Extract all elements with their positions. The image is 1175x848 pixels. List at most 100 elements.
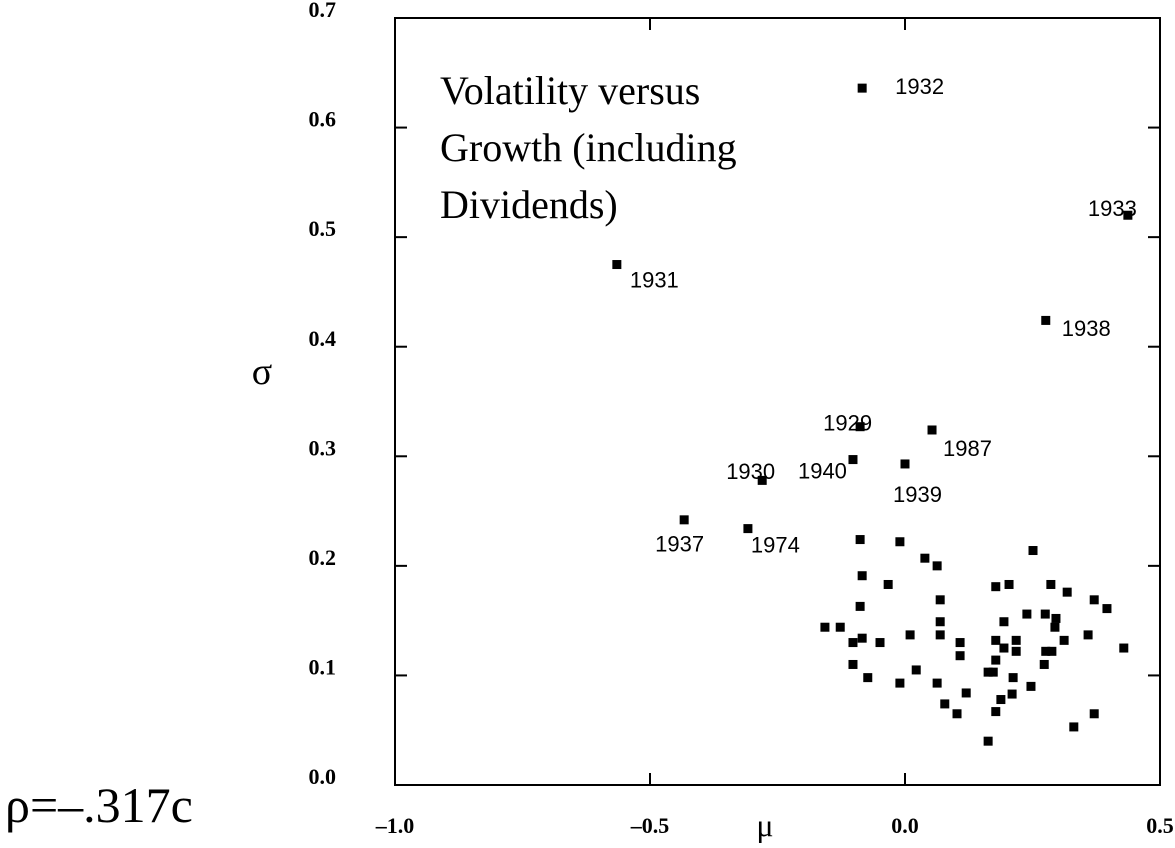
title-line: Growth (including [440, 125, 737, 170]
point [1039, 659, 1049, 669]
point [932, 561, 942, 571]
point [1022, 609, 1032, 619]
point [955, 638, 965, 648]
point [920, 553, 930, 563]
point [855, 601, 865, 611]
point [1040, 609, 1050, 619]
point [835, 622, 845, 632]
point [612, 260, 622, 270]
point [1026, 681, 1036, 691]
point [848, 659, 858, 669]
point [952, 709, 962, 719]
point [1011, 646, 1021, 656]
y-tick-label: 0.5 [309, 216, 337, 241]
y-tick-label: 0.4 [309, 326, 337, 351]
point [1051, 613, 1061, 623]
point [875, 638, 885, 648]
point [927, 425, 937, 435]
point-label: 1940 [798, 458, 847, 483]
annotation: ρ=–.317c [5, 777, 193, 833]
point [1028, 546, 1038, 556]
point [961, 688, 971, 698]
point [1004, 579, 1014, 589]
point [955, 651, 965, 661]
x-tick-label: 0.0 [891, 813, 919, 838]
y-tick-label: 0.3 [309, 435, 337, 460]
point [1008, 673, 1018, 683]
point [900, 459, 910, 469]
point [1047, 646, 1057, 656]
x-tick-label: 0.5 [1146, 813, 1174, 838]
point [1119, 643, 1129, 653]
x-tick-label: –0.5 [630, 813, 670, 838]
point [935, 595, 945, 605]
title-line: Volatility versus [440, 68, 700, 113]
y-tick-label: 0.7 [309, 0, 337, 22]
point [999, 643, 1009, 653]
point [1123, 210, 1133, 220]
point [1041, 646, 1051, 656]
point [991, 655, 1001, 665]
point [1059, 635, 1069, 645]
point [1050, 622, 1060, 632]
point-label: 1930 [726, 459, 775, 484]
point [1046, 579, 1056, 589]
x-tick-label: –1.0 [375, 813, 415, 838]
point [855, 535, 865, 545]
point [1083, 630, 1093, 640]
title-line: Dividends) [440, 182, 618, 227]
point [1102, 604, 1112, 614]
point [848, 638, 858, 648]
point [857, 571, 867, 581]
point-label: 1987 [943, 436, 992, 461]
point [848, 455, 858, 465]
point-label: 1937 [655, 532, 704, 557]
point [679, 515, 689, 525]
y-axis-label: σ [252, 351, 272, 393]
point [940, 699, 950, 709]
point [991, 635, 1001, 645]
point-label: 1929 [823, 411, 872, 436]
point [905, 630, 915, 640]
x-axis-label: μ [756, 807, 773, 843]
point [983, 736, 993, 746]
y-tick-label: 0.1 [309, 654, 337, 679]
point [1089, 595, 1099, 605]
point [983, 667, 993, 677]
point [1007, 689, 1017, 699]
point [895, 537, 905, 547]
point [857, 633, 867, 643]
point-label: 1931 [630, 267, 679, 292]
point [863, 673, 873, 683]
point-label: 1974 [751, 532, 800, 557]
point [855, 422, 865, 432]
point-label: 1933 [1088, 196, 1137, 221]
point-label: 1938 [1062, 316, 1111, 341]
plot-frame [394, 17, 1161, 786]
point [996, 695, 1006, 705]
point [932, 678, 942, 688]
point [935, 617, 945, 627]
point-label: 1932 [895, 74, 944, 99]
point [991, 707, 1001, 717]
point [911, 665, 921, 675]
point [1089, 709, 1099, 719]
point [1011, 635, 1021, 645]
point [743, 524, 753, 534]
point [895, 678, 905, 688]
point [757, 475, 767, 485]
y-tick-label: 0.6 [309, 107, 337, 132]
point [1069, 722, 1079, 732]
point-label: 1939 [893, 482, 942, 507]
point [857, 83, 867, 93]
y-tick-label: 0.0 [309, 764, 337, 789]
point [991, 582, 1001, 592]
point [999, 617, 1009, 627]
point [988, 667, 998, 677]
point [1041, 315, 1051, 325]
point [820, 622, 830, 632]
point [935, 630, 945, 640]
point [883, 579, 893, 589]
point [1062, 587, 1072, 597]
